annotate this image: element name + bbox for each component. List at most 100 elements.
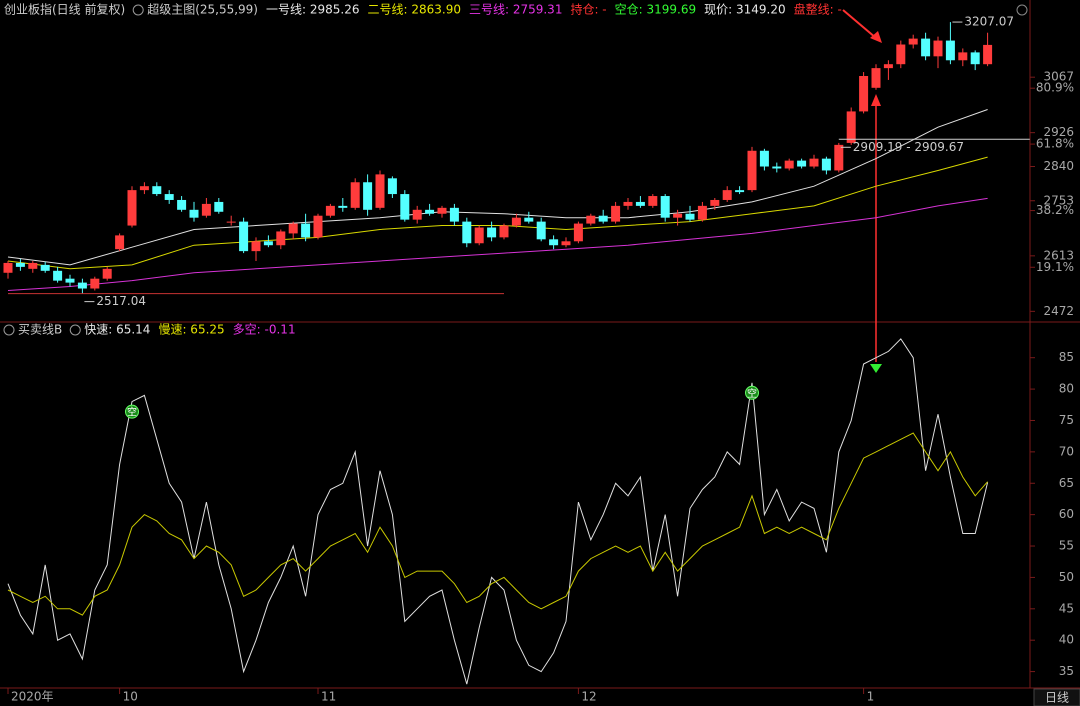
y-tick-label: 50 — [1059, 570, 1074, 584]
annotation-label: 2909.19 - 2909.67 — [853, 140, 964, 154]
candle-body — [561, 241, 571, 246]
candle-body — [288, 223, 298, 234]
candle-body — [325, 205, 335, 216]
candle-body — [524, 217, 534, 222]
candle-body — [821, 158, 831, 171]
candle-body — [164, 194, 174, 200]
indicator-line — [7, 338, 989, 685]
candle-body — [152, 186, 162, 195]
candle-body — [425, 209, 435, 214]
y-tick-label: 2840 — [1043, 159, 1074, 173]
candle-body — [28, 262, 38, 269]
candle-body — [263, 241, 273, 246]
header-item: 现价: 3149.20 — [704, 3, 785, 17]
candle-body — [536, 221, 546, 240]
header-item: 盘整线: - — [794, 2, 842, 17]
candle-body — [747, 150, 757, 191]
y-tick-label: 61.8% — [1036, 137, 1074, 151]
candle-body — [177, 199, 187, 210]
period-label[interactable]: 日线 — [1045, 691, 1069, 705]
candle-body — [474, 227, 484, 244]
header-item: 空仓: 3199.69 — [615, 3, 696, 17]
signal-marker — [745, 385, 759, 400]
candle-body — [797, 160, 807, 167]
candle-body — [338, 205, 348, 208]
moving-average-line — [7, 109, 988, 266]
candle-body — [437, 207, 447, 214]
header-item: 三号线: 2759.31 — [469, 3, 562, 17]
candle-body — [735, 190, 745, 193]
candle-body — [115, 235, 125, 250]
candle-body — [239, 221, 249, 252]
candle-body — [77, 282, 87, 289]
y-tick-label: 80 — [1059, 382, 1074, 396]
candle-body — [685, 213, 695, 220]
candle-body — [921, 38, 931, 57]
y-tick-label: 65 — [1059, 476, 1074, 490]
candle-body — [933, 40, 943, 57]
candle-body — [673, 213, 683, 218]
candle-body — [201, 203, 211, 216]
y-tick-label: 80.9% — [1036, 81, 1074, 95]
annotation-label: 3207.07 — [964, 15, 1014, 29]
candle-body — [189, 209, 199, 218]
candle-body — [301, 223, 311, 238]
candle-body — [102, 268, 112, 279]
candle-body — [462, 221, 472, 244]
candle-body — [784, 160, 794, 169]
candle-body — [40, 264, 50, 271]
header-item: 快速: 65.14 — [84, 323, 150, 337]
candle-body — [400, 194, 410, 220]
candle-body — [511, 217, 521, 226]
candle-body — [945, 40, 955, 61]
y-tick-label: 38.2% — [1036, 203, 1074, 217]
indicator-line — [7, 432, 988, 616]
y-tick-label: 19.1% — [1036, 260, 1074, 274]
candle-body — [586, 215, 596, 224]
annotation-label: 2517.04 — [96, 294, 146, 308]
signal-marker-label: 空 — [127, 406, 137, 419]
candle-body — [710, 199, 720, 206]
y-tick-label: 2613 — [1043, 248, 1074, 262]
signal-arrow-head — [871, 94, 881, 106]
candle-body — [226, 221, 236, 223]
candle-body — [598, 215, 608, 222]
y-tick-label: 45 — [1059, 601, 1074, 615]
y-tick-label: 2926 — [1043, 125, 1074, 139]
header-item: 超级主图(25,55,99) — [147, 2, 258, 17]
header-item: 创业板指(日线 前复权) — [4, 2, 125, 17]
candle-body — [908, 38, 918, 45]
header-item: 买卖线B — [18, 323, 62, 337]
candle-body — [871, 68, 881, 88]
y-tick-label: 3067 — [1043, 70, 1074, 84]
x-tick-label: 10 — [123, 690, 138, 704]
candle-body — [387, 178, 397, 195]
candle-body — [363, 182, 373, 210]
candle-body — [846, 111, 856, 143]
candle-body — [697, 205, 707, 220]
candle-body — [127, 190, 137, 226]
candle-body — [660, 196, 670, 218]
candle-body — [53, 270, 63, 281]
sell-signal — [870, 364, 882, 373]
y-tick-label: 60 — [1059, 507, 1074, 521]
candle-body — [573, 223, 583, 242]
x-tick-label: 2020年 — [11, 690, 54, 704]
x-tick-label: 1 — [867, 690, 875, 704]
y-tick-label: 40 — [1059, 633, 1074, 647]
candle-body — [375, 174, 385, 208]
menu-icon[interactable] — [1016, 4, 1028, 16]
period-box[interactable] — [1033, 688, 1080, 706]
candle-body — [809, 158, 819, 167]
y-tick-label: 85 — [1059, 350, 1074, 364]
candle-body — [412, 209, 422, 220]
header-item: 一号线: 2985.26 — [266, 3, 359, 17]
candle-body — [970, 52, 980, 65]
header-icon — [132, 4, 144, 16]
candle-body — [65, 278, 75, 283]
candle-body — [313, 215, 323, 238]
header-icon — [3, 324, 15, 336]
header-item: 慢速: 65.25 — [158, 323, 224, 337]
